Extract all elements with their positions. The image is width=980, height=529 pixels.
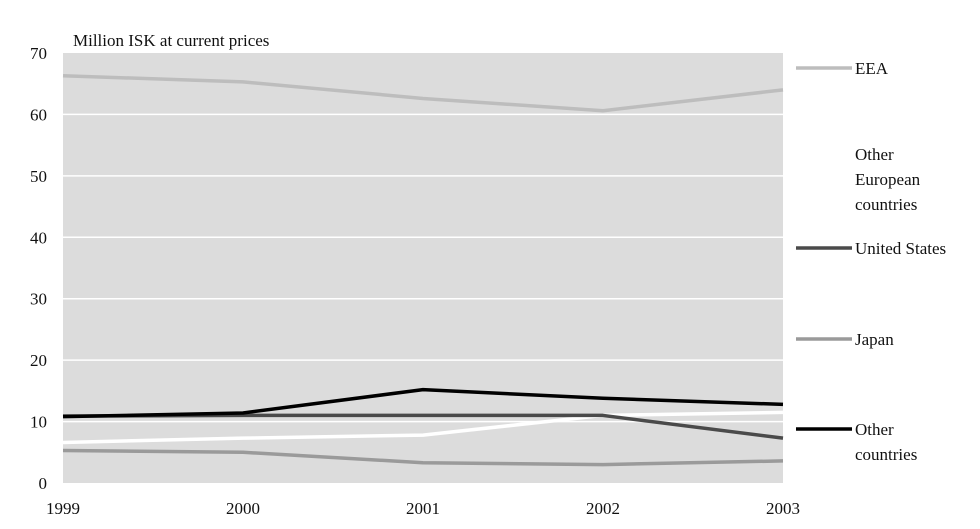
series-line-other-european-countries: [62, 410, 784, 445]
series-lines: [62, 73, 784, 467]
y-tick-label: 10: [30, 413, 47, 432]
series-line-other-countries: [62, 387, 784, 419]
legend-label: countries: [855, 195, 917, 214]
y-tick-label: 50: [30, 167, 47, 186]
y-tick-label: 70: [30, 44, 47, 63]
y-tick-label: 20: [30, 351, 47, 370]
legend-label: European: [855, 170, 921, 189]
legend-label: Other: [855, 145, 894, 164]
gridlines: [63, 113, 783, 423]
legend-item-eea: EEA: [796, 59, 889, 78]
x-tick-label: 2001: [406, 499, 440, 518]
legend-label: Japan: [855, 330, 894, 349]
y-tick-label: 60: [30, 105, 47, 124]
x-tick-label: 2002: [586, 499, 620, 518]
legend-label: Other: [855, 420, 894, 439]
legend: EEA Other European countries United States Ja…: [796, 59, 946, 464]
legend-label: countries: [855, 445, 917, 464]
series-line-japan: [62, 448, 784, 467]
legend-item-other-countries: Other countries: [796, 420, 917, 464]
legend-item-japan: Japan: [796, 330, 894, 349]
x-tick-label: 2000: [226, 499, 260, 518]
x-tick-label: 1999: [46, 499, 80, 518]
x-axis-ticks: 1999 2000 2001 2002 2003: [46, 499, 800, 518]
y-axis-ticks: 0 10 20 30 40 50 60 70: [30, 44, 47, 493]
y-tick-label: 30: [30, 290, 47, 309]
series-line-eea: [62, 73, 784, 113]
legend-label: United States: [855, 239, 946, 258]
legend-label: EEA: [855, 59, 889, 78]
y-tick-label: 40: [30, 228, 47, 247]
plot-area: [63, 53, 783, 483]
y-tick-label: 0: [39, 474, 48, 493]
unit-label: Million ISK at current prices: [73, 31, 269, 50]
legend-item-united-states: United States: [796, 239, 946, 258]
x-tick-label: 2003: [766, 499, 800, 518]
legend-item-other-european-countries: Other European countries: [796, 145, 921, 214]
